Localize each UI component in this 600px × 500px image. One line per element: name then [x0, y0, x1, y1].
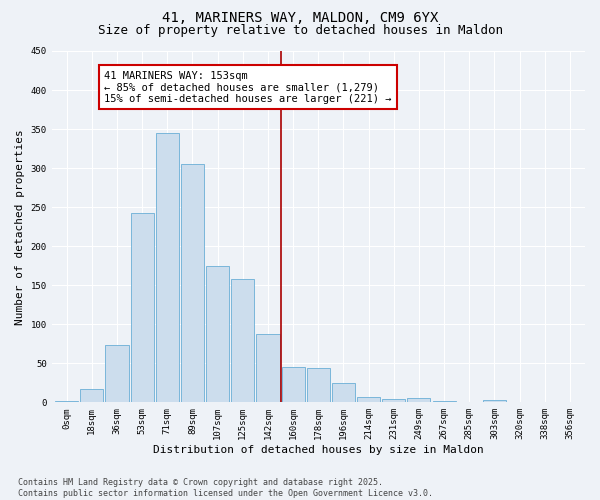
- Text: 41 MARINERS WAY: 153sqm
← 85% of detached houses are smaller (1,279)
15% of semi: 41 MARINERS WAY: 153sqm ← 85% of detache…: [104, 70, 392, 104]
- Bar: [131, 212, 154, 402]
- Y-axis label: Number of detached properties: Number of detached properties: [15, 129, 25, 324]
- Bar: [307, 368, 330, 402]
- Bar: [433, 401, 455, 402]
- Bar: [382, 399, 406, 402]
- Bar: [206, 266, 229, 402]
- Text: Size of property relative to detached houses in Maldon: Size of property relative to detached ho…: [97, 24, 503, 37]
- Bar: [281, 367, 305, 402]
- Bar: [80, 389, 103, 402]
- Bar: [231, 279, 254, 402]
- Bar: [256, 334, 280, 402]
- Bar: [332, 383, 355, 402]
- Text: 41, MARINERS WAY, MALDON, CM9 6YX: 41, MARINERS WAY, MALDON, CM9 6YX: [162, 11, 438, 25]
- Text: Contains HM Land Registry data © Crown copyright and database right 2025.
Contai: Contains HM Land Registry data © Crown c…: [18, 478, 433, 498]
- Bar: [407, 398, 430, 402]
- Bar: [106, 346, 128, 403]
- Bar: [181, 164, 204, 402]
- Bar: [55, 401, 78, 402]
- Bar: [357, 397, 380, 402]
- X-axis label: Distribution of detached houses by size in Maldon: Distribution of detached houses by size …: [153, 445, 484, 455]
- Bar: [156, 133, 179, 402]
- Bar: [483, 400, 506, 402]
